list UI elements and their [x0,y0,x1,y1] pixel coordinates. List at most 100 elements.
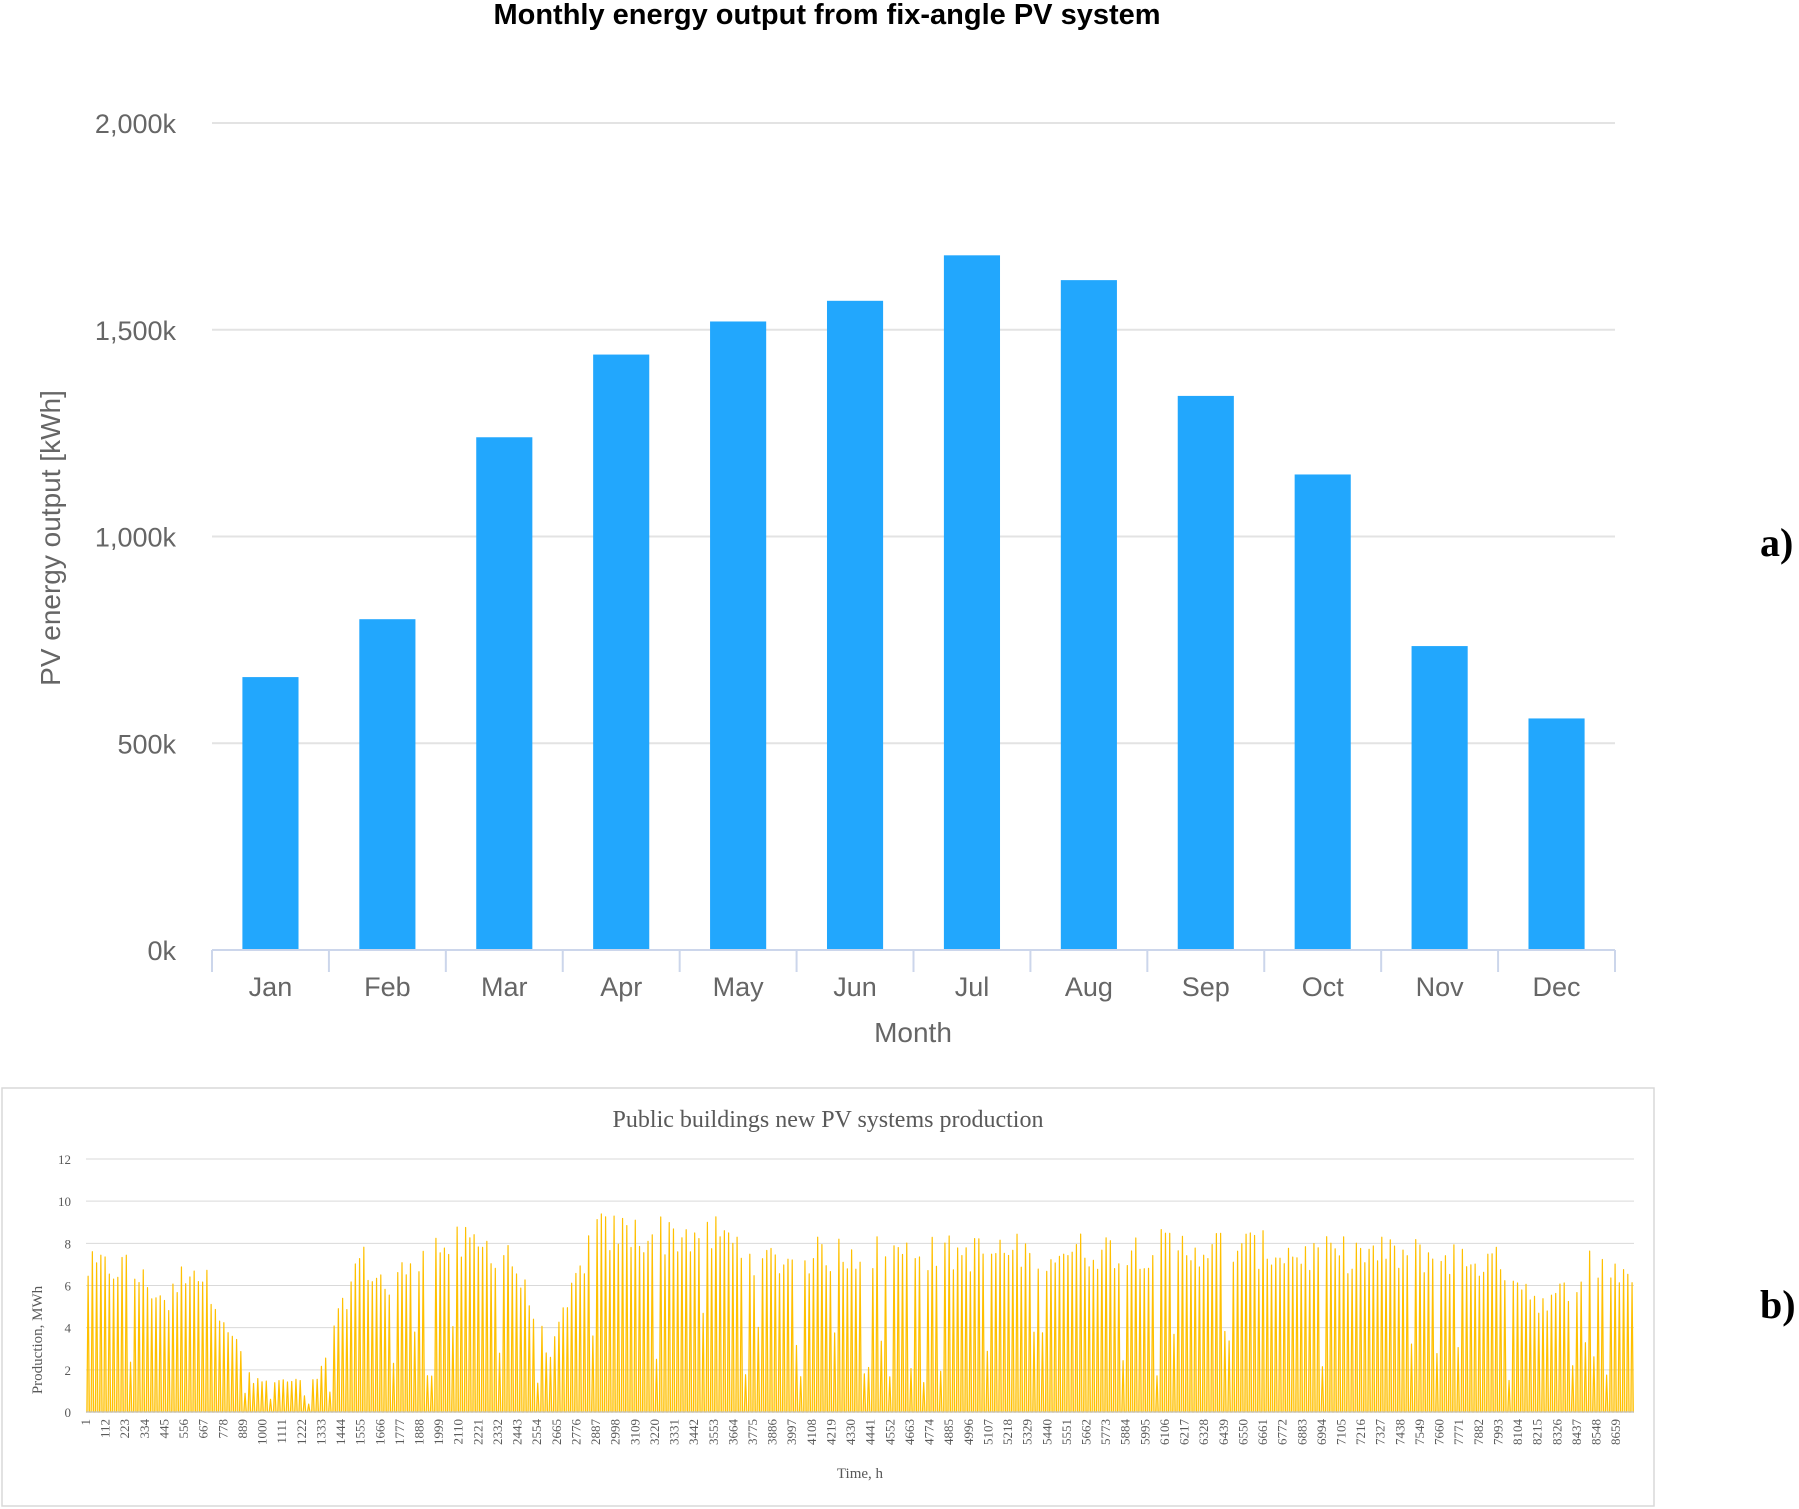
chart-b-x-tick-label: 556 [176,1419,191,1439]
chart-b-x-tick-label: 3664 [725,1419,740,1446]
panel-label-b: b) [1760,1282,1796,1327]
chart-b-x-tick-label: 3109 [627,1419,642,1445]
chart-a-bar-aug [1060,280,1117,950]
chart-b-x-tick-label: 2221 [470,1419,485,1445]
chart-a-bar-may [710,321,767,951]
chart-a-x-axis [211,949,1616,972]
chart-b-production-line [86,1213,1634,1413]
chart-b-x-tick-label: 2332 [490,1419,505,1445]
chart-b-y-tick-label: 4 [65,1321,72,1336]
chart-b-x-tick-label: 2998 [608,1419,623,1445]
chart-b-x-tick-label: 889 [235,1419,250,1439]
chart-b-x-tick-labels: 1 112 223 334 445 556 667 778 889 1000 1111 1222 133… [78,1419,1623,1446]
chart-b-x-tick-label: 1333 [313,1419,328,1445]
chart-b-x-tick-label: 445 [156,1419,171,1439]
chart-b-y-tick-label: 8 [65,1236,72,1251]
chart-b-x-tick-label: 2887 [588,1419,603,1446]
chart-b-x-tick-label: 6439 [1216,1419,1231,1445]
chart-b-x-tick-label: 6772 [1275,1419,1290,1445]
chart-b-x-tick-label: 4552 [882,1419,897,1445]
hourly-production-chart: Public buildings new PV systems producti… [1,1087,1655,1507]
chart-b-x-tick-label: 334 [137,1419,152,1439]
chart-b-x-tick-label: 6217 [1177,1419,1192,1446]
chart-a-bar-feb [359,619,416,950]
chart-a-x-tick-label: May [713,972,765,1002]
chart-b-x-tick-label: 6328 [1196,1419,1211,1445]
chart-b-x-tick-label: 7771 [1451,1419,1466,1445]
chart-b-y-tick-label: 10 [58,1194,71,1209]
chart-b-x-tick-label: 7993 [1490,1419,1505,1445]
chart-b-x-tick-label: 4330 [843,1419,858,1445]
chart-a-x-tick-label: Jun [833,972,877,1002]
panel-label-a: a) [1760,520,1793,565]
chart-a-x-tick-label: Dec [1533,972,1581,1002]
chart-b-x-tick-label: 3220 [647,1419,662,1445]
chart-b-x-tick-label: 6661 [1255,1419,1270,1445]
chart-b-x-tick-label: 6994 [1314,1419,1329,1446]
chart-b-x-tick-label: 7327 [1373,1419,1388,1446]
chart-b-x-tick-label: 4441 [863,1419,878,1445]
chart-b-x-tick-label: 8659 [1608,1419,1623,1445]
chart-b-x-tick-label: 3775 [745,1419,760,1445]
chart-b-x-tick-label: 5329 [1020,1419,1035,1445]
chart-b-title: Public buildings new PV systems producti… [613,1107,1044,1133]
chart-b-x-tick-label: 1222 [294,1419,309,1445]
chart-b-x-tick-label: 3442 [686,1419,701,1445]
chart-b-y-tick-labels: 0 2 4 6 8 10 12 [58,1152,72,1420]
chart-b-x-tick-label: 4774 [922,1419,937,1446]
chart-b-x-tick-label: 7549 [1412,1419,1427,1445]
chart-b-x-tick-label: 6550 [1235,1419,1250,1445]
chart-a-bar-nov [1411,646,1468,950]
chart-b-x-tick-label: 3997 [784,1419,799,1446]
chart-b-x-tick-label: 7438 [1392,1419,1407,1445]
chart-b-x-tick-label: 8104 [1510,1419,1525,1446]
chart-b-x-tick-label: 5773 [1098,1419,1113,1445]
chart-a-x-tick-label: Mar [481,972,528,1002]
chart-a-bar-jun [826,300,884,950]
chart-b-x-tick-label: 1777 [392,1419,407,1446]
chart-b-x-tick-label: 1999 [431,1419,446,1445]
chart-a-bar-oct [1294,474,1351,950]
chart-b-x-tick-label: 1 [78,1419,93,1426]
chart-b-x-tick-label: 7660 [1432,1419,1447,1445]
chart-b-x-tick-label: 6883 [1294,1419,1309,1445]
chart-b-x-tick-label: 7882 [1471,1419,1486,1445]
chart-b-x-tick-label: 4663 [902,1419,917,1445]
chart-b-x-tick-label: 3331 [667,1419,682,1445]
monthly-output-bar-chart: Monthly energy output from fix-angle PV … [35,0,1616,1048]
chart-b-x-tick-label: 5440 [1039,1419,1054,1445]
chart-a-bar-mar [476,437,533,950]
chart-a-x-tick-labels: Jan Feb Mar Apr May Jun Jul Aug Sep Oct Nov Dec [249,972,1581,1002]
chart-b-x-tick-label: 4885 [941,1419,956,1445]
chart-a-bar-dec [1528,718,1585,950]
chart-a-bar-apr [593,354,650,950]
chart-b-x-tick-label: 223 [117,1419,132,1439]
chart-a-y-tick-label: 1,000k [95,523,177,553]
chart-a-x-tick-label: Oct [1302,972,1345,1002]
chart-a-y-tick-label: 1,500k [95,316,177,346]
chart-b-x-tick-label: 4996 [961,1419,976,1446]
chart-a-x-tick-label: Sep [1182,972,1230,1002]
chart-b-x-tick-label: 4219 [823,1419,838,1445]
chart-b-x-tick-label: 2554 [529,1419,544,1446]
chart-a-bar-jul [943,255,1001,950]
chart-b-x-tick-label: 5551 [1059,1419,1074,1445]
chart-a-y-tick-label: 500k [117,729,176,759]
chart-b-x-tick-label: 8437 [1569,1419,1584,1446]
chart-a-x-tick-label: Feb [364,972,411,1002]
chart-b-x-tick-label: 4108 [804,1419,819,1445]
chart-b-production-series [86,1213,1634,1413]
chart-b-x-tick-label: 778 [215,1419,230,1439]
chart-a-x-tick-label: Apr [600,972,642,1002]
chart-b-x-tick-label: 1444 [333,1419,348,1446]
chart-b-x-tick-label: 1000 [255,1419,270,1445]
chart-a-y-tick-label: 0k [147,936,176,966]
chart-b-x-axis-label: Time, h [837,1466,884,1482]
chart-a-bar-sep [1177,395,1234,950]
chart-a-y-tick-label: 2,000k [95,109,177,139]
chart-a-x-tick-label: Jul [955,972,990,1002]
chart-b-x-tick-label: 5995 [1137,1419,1152,1445]
chart-b-x-tick-label: 1111 [274,1419,289,1444]
chart-b-x-tick-label: 8326 [1549,1419,1564,1446]
